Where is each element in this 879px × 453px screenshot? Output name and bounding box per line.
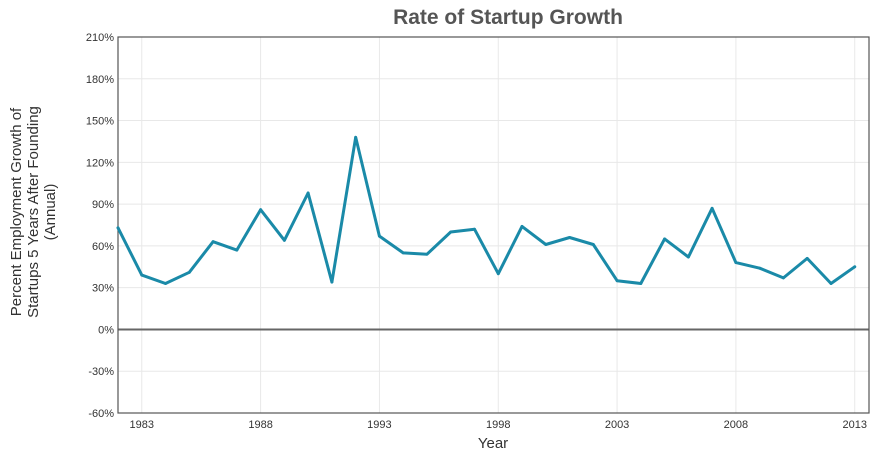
- data-point: [686, 255, 690, 259]
- data-point: [401, 251, 405, 255]
- y-tick-label: 30%: [92, 283, 114, 295]
- y-tick-label: 60%: [92, 241, 114, 253]
- x-axis-ticks: 1983 1988 1993 1998 2003 2008 2013: [130, 419, 867, 431]
- data-point: [211, 240, 215, 244]
- chart-title: Rate of Startup Growth: [393, 6, 623, 29]
- x-tick-label: 2003: [605, 419, 629, 431]
- x-axis-label: Year: [478, 435, 508, 452]
- y-axis-label-line: Startups 5 Years After Founding: [25, 106, 42, 318]
- x-tick-label: 1993: [367, 419, 391, 431]
- data-point: [639, 282, 643, 285]
- y-tick-label: 0%: [98, 324, 114, 336]
- data-point: [473, 227, 476, 231]
- plot-frame: [117, 36, 870, 414]
- x-gridlines: [141, 37, 856, 413]
- data-point: [378, 234, 381, 238]
- y-tick-label: -30%: [88, 366, 114, 378]
- y-tick-label: 180%: [86, 74, 114, 86]
- data-point: [829, 282, 833, 285]
- data-point: [187, 270, 191, 274]
- y-tick-label: 150%: [86, 116, 114, 128]
- y-gridlines: [118, 36, 869, 414]
- data-point: [164, 282, 167, 285]
- y-tick-label: -60%: [88, 408, 114, 420]
- data-point: [782, 276, 785, 280]
- data-point: [259, 208, 262, 212]
- data-point: [568, 236, 571, 239]
- data-point: [710, 206, 714, 210]
- data-point: [235, 248, 239, 252]
- data-point: [330, 280, 334, 284]
- data-point: [116, 226, 120, 230]
- x-tick-label: 2008: [724, 419, 748, 431]
- data-point: [449, 230, 453, 234]
- data-point: [734, 261, 738, 264]
- data-point: [354, 135, 358, 139]
- y-tick-label: 210%: [86, 32, 114, 44]
- data-point: [140, 273, 144, 277]
- data-point: [663, 237, 667, 241]
- y-tick-label: 120%: [86, 157, 114, 169]
- data-point: [282, 238, 286, 242]
- y-tick-label: 90%: [92, 199, 114, 211]
- data-point: [853, 265, 857, 269]
- y-axis-label-line: (Annual): [42, 184, 59, 241]
- data-point: [544, 243, 548, 246]
- data-point: [496, 272, 500, 276]
- data-points: [116, 135, 857, 285]
- x-tick-label: 1983: [130, 419, 154, 431]
- x-tick-label: 1988: [248, 419, 272, 431]
- x-tick-label: 1998: [486, 419, 510, 431]
- data-point: [425, 252, 429, 256]
- data-point: [520, 224, 524, 228]
- series-line: [116, 135, 857, 285]
- y-axis-label-line: Percent Employment Growth of: [8, 107, 25, 316]
- data-point: [306, 191, 310, 195]
- data-point: [591, 243, 595, 246]
- data-point: [615, 279, 619, 283]
- y-axis-ticks: -60% -30% 0% 30% 60% 90% 120% 150% 180% 210%: [86, 32, 114, 420]
- data-point: [805, 257, 809, 260]
- data-point: [758, 266, 762, 270]
- x-tick-label: 2013: [842, 419, 866, 431]
- y-axis-label: Percent Employment Growth of Startups 5 Y…: [8, 106, 59, 318]
